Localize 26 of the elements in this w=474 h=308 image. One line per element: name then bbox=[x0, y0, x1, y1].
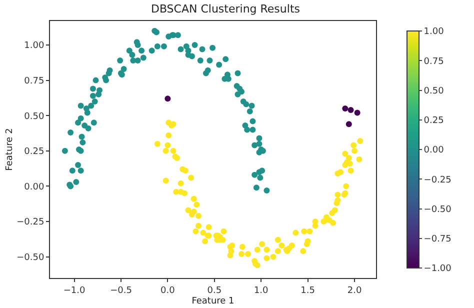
color-bar-label: 0.75 bbox=[424, 56, 444, 67]
y-tick-label: 1.00 bbox=[24, 41, 44, 52]
color-bar-label: −0.75 bbox=[424, 234, 452, 245]
y-tick-label: −0.25 bbox=[16, 218, 44, 228]
y-axis-title: Feature 2 bbox=[4, 128, 15, 171]
y-tick-label: 0.75 bbox=[24, 76, 44, 86]
y-tick-label: 0.00 bbox=[24, 182, 44, 192]
color-bar-label: 0.25 bbox=[424, 116, 444, 126]
color-bar-label: 0.50 bbox=[424, 86, 444, 96]
chart-title: DBSCAN Clustering Results bbox=[150, 2, 300, 16]
y-tick-label: −0.50 bbox=[16, 252, 44, 263]
x-axis-title: Feature 1 bbox=[192, 296, 234, 307]
color-bar-label: 1.00 bbox=[424, 27, 444, 38]
color-bar-label: −1.00 bbox=[424, 264, 452, 274]
x-tick-label: −0.5 bbox=[110, 286, 132, 296]
x-tick-label: 0.0 bbox=[160, 286, 176, 296]
color-bar-label: −0.25 bbox=[424, 175, 452, 186]
x-tick-label: 1.5 bbox=[300, 286, 315, 296]
x-tick-label: 2.0 bbox=[347, 286, 362, 296]
color-bar-label: −0.50 bbox=[424, 204, 452, 215]
y-tick-label: 0.25 bbox=[24, 147, 44, 158]
x-tick-label: 0.5 bbox=[207, 286, 222, 296]
x-tick-label: −1.0 bbox=[63, 286, 86, 296]
x-tick-label: 1.0 bbox=[254, 286, 269, 296]
y-tick-label: 0.50 bbox=[24, 112, 44, 122]
color-bar-label: 0.00 bbox=[424, 146, 444, 156]
